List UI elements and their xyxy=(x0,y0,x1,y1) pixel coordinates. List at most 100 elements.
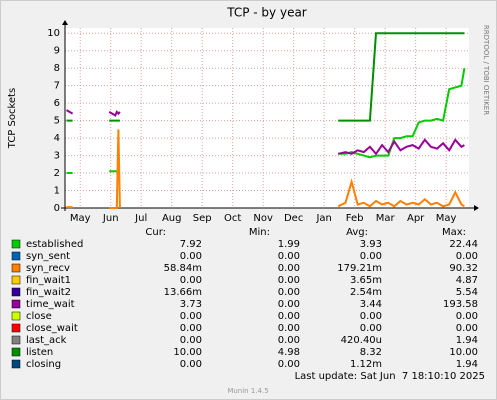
legend-cur: 0.00 xyxy=(180,251,202,262)
axis-arrow xyxy=(62,20,68,25)
legend-name: close xyxy=(26,311,52,322)
x-tick-label: Jun xyxy=(102,213,119,224)
legend-max: 22.44 xyxy=(449,239,478,250)
legend-swatch xyxy=(11,311,21,321)
x-tick-label: Dec xyxy=(284,213,303,224)
legend-min: 0.00 xyxy=(278,323,300,334)
legend-min: 0.00 xyxy=(278,275,300,286)
legend-avg: 0.00 xyxy=(360,251,382,262)
legend-name: close_wait xyxy=(26,323,78,334)
legend-min: 0.00 xyxy=(278,299,300,310)
legend-avg: 179.21m xyxy=(337,263,382,274)
x-tick-label: May xyxy=(70,213,91,224)
legend-name: syn_recv xyxy=(26,263,70,274)
legend-name: time_wait xyxy=(26,299,75,310)
legend-avg: 2.54m xyxy=(350,287,382,298)
side-text: RRDTOOL / TOBI OETIKER xyxy=(482,25,490,115)
y-tick-label: 10 xyxy=(47,28,60,39)
legend-avg: 1.12m xyxy=(350,359,382,370)
y-tick-label: 4 xyxy=(54,133,60,144)
legend-swatch xyxy=(11,287,21,297)
legend-min: 0.00 xyxy=(278,335,300,346)
legend-name: closing xyxy=(26,359,61,370)
legend-avg: 3.44 xyxy=(360,299,382,310)
legend-cur: 58.84m xyxy=(164,263,202,274)
legend-max: 1.94 xyxy=(456,335,478,346)
y-axis-label: TCP Sockets xyxy=(7,88,18,149)
last-update: Last update: Sat Jun 7 18:10:10 2025 xyxy=(295,371,485,382)
y-tick-label: 2 xyxy=(54,168,60,179)
axis-arrow xyxy=(474,205,479,211)
legend-swatch xyxy=(11,239,21,249)
legend-cur: 0.00 xyxy=(180,323,202,334)
legend-cur: 0.00 xyxy=(180,275,202,286)
legend-name: listen xyxy=(26,347,53,358)
column-header: Min: xyxy=(249,227,270,238)
legend-min: 4.98 xyxy=(278,347,300,358)
y-tick-label: 3 xyxy=(54,151,60,162)
legend-min: 1.99 xyxy=(278,239,300,250)
column-header: Cur: xyxy=(145,227,166,238)
legend-cur: 0.00 xyxy=(180,335,202,346)
legend-name: established xyxy=(26,239,83,250)
x-tick-label: Sep xyxy=(193,213,212,224)
y-tick-label: 6 xyxy=(54,98,60,109)
legend-name: syn_sent xyxy=(26,251,70,262)
x-tick-label: Apr xyxy=(407,213,425,224)
chart-title: TCP - by year xyxy=(226,6,307,20)
legend-swatch xyxy=(11,299,21,309)
legend-swatch xyxy=(11,323,21,333)
legend-swatch xyxy=(11,335,21,345)
plot-area xyxy=(65,28,469,208)
legend-avg: 3.93 xyxy=(360,239,382,250)
legend-cur: 13.66m xyxy=(164,287,202,298)
x-tick-label: Oct xyxy=(224,213,241,224)
legend-cur: 7.92 xyxy=(180,239,202,250)
y-tick-label: 7 xyxy=(54,81,60,92)
legend-max: 90.32 xyxy=(449,263,478,274)
legend-min: 0.00 xyxy=(278,359,300,370)
legend-swatch xyxy=(11,263,21,273)
x-tick-label: Jan xyxy=(315,213,331,224)
legend-max: 0.00 xyxy=(456,251,478,262)
series-line xyxy=(66,129,465,209)
legend-max: 0.00 xyxy=(456,311,478,322)
y-tick-label: 9 xyxy=(54,46,60,57)
legend-min: 0.00 xyxy=(278,263,300,274)
legend-swatch xyxy=(11,275,21,285)
legend-cur: 3.73 xyxy=(180,299,202,310)
version: Munin 1.4.5 xyxy=(227,387,268,395)
legend-min: 0.00 xyxy=(278,287,300,298)
legend-cur: 0.00 xyxy=(180,311,202,322)
legend-avg: 420.40u xyxy=(341,335,382,346)
legend-name: fin_wait2 xyxy=(26,287,71,298)
legend-swatch xyxy=(11,251,21,261)
legend-max: 4.87 xyxy=(456,275,478,286)
legend-avg: 0.00 xyxy=(360,323,382,334)
legend-cur: 10.00 xyxy=(173,347,202,358)
legend-max: 0.00 xyxy=(456,323,478,334)
legend-name: fin_wait1 xyxy=(26,275,71,286)
y-tick-label: 8 xyxy=(54,63,60,74)
x-tick-label: Nov xyxy=(253,213,273,224)
column-header: Max: xyxy=(442,227,466,238)
legend-avg: 8.32 xyxy=(360,347,382,358)
legend-name: last_ack xyxy=(26,335,67,346)
legend-max: 1.94 xyxy=(456,359,478,370)
x-tick-label: Jul xyxy=(134,213,147,224)
x-tick-label: Mar xyxy=(376,213,396,224)
legend-min: 0.00 xyxy=(278,311,300,322)
legend-min: 0.00 xyxy=(278,251,300,262)
series-line xyxy=(66,32,465,122)
series-line xyxy=(66,109,465,156)
legend-max: 5.54 xyxy=(456,287,478,298)
x-tick-label: May xyxy=(436,213,457,224)
x-tick-label: Feb xyxy=(346,213,364,224)
legend-avg: 3.65m xyxy=(350,275,382,286)
legend-max: 10.00 xyxy=(449,347,478,358)
legend-swatch xyxy=(11,359,21,369)
y-tick-label: 1 xyxy=(54,186,60,197)
y-tick-label: 5 xyxy=(54,116,60,127)
legend-cur: 0.00 xyxy=(180,359,202,370)
